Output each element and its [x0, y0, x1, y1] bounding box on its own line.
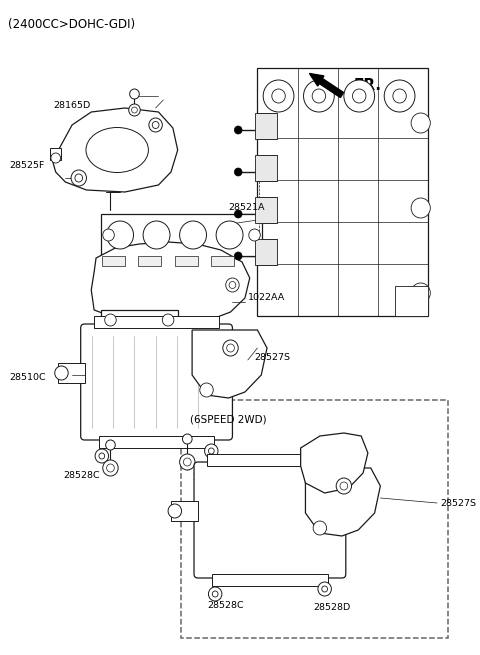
Circle shape [152, 121, 159, 128]
Circle shape [208, 448, 214, 454]
Polygon shape [212, 574, 327, 586]
Circle shape [393, 89, 406, 103]
Text: 28528D: 28528D [313, 603, 350, 612]
Circle shape [106, 440, 115, 450]
Circle shape [71, 170, 86, 186]
Text: 28165D: 28165D [53, 100, 90, 109]
Text: 28528C: 28528C [207, 601, 244, 610]
Polygon shape [300, 433, 368, 493]
Circle shape [226, 278, 239, 292]
Text: 28527S: 28527S [440, 498, 476, 508]
Circle shape [180, 221, 206, 249]
Bar [255, 239, 276, 265]
Circle shape [132, 107, 137, 113]
Text: 28528D: 28528D [192, 474, 229, 483]
Circle shape [168, 504, 181, 518]
Circle shape [312, 89, 325, 103]
Circle shape [105, 314, 116, 326]
Circle shape [340, 482, 348, 490]
Polygon shape [257, 68, 428, 316]
Circle shape [208, 587, 222, 601]
Text: 28510C: 28510C [10, 373, 46, 383]
FancyBboxPatch shape [194, 462, 346, 578]
Circle shape [55, 366, 68, 380]
Text: FR.: FR. [353, 78, 382, 93]
Circle shape [234, 210, 242, 218]
Text: 1022AA: 1022AA [248, 293, 285, 303]
Circle shape [336, 478, 351, 494]
Circle shape [149, 118, 162, 132]
Circle shape [263, 80, 294, 112]
Text: (2400CC>DOHC-GDI): (2400CC>DOHC-GDI) [8, 18, 135, 31]
Polygon shape [91, 242, 250, 322]
Circle shape [344, 80, 374, 112]
Bar [255, 155, 276, 181]
Polygon shape [101, 310, 178, 330]
Bar [395, 286, 428, 316]
Circle shape [227, 344, 234, 352]
Circle shape [130, 89, 139, 99]
Circle shape [411, 283, 430, 303]
Circle shape [183, 458, 191, 466]
Circle shape [223, 340, 238, 356]
Circle shape [318, 582, 331, 596]
Polygon shape [58, 363, 84, 383]
Polygon shape [50, 148, 61, 160]
Text: 28521A: 28521A [228, 204, 265, 212]
Circle shape [212, 591, 218, 597]
Bar [138, 256, 161, 266]
Circle shape [234, 126, 242, 134]
Polygon shape [99, 436, 214, 448]
Circle shape [180, 454, 195, 470]
Circle shape [51, 153, 60, 163]
Bar [180, 400, 448, 638]
Polygon shape [101, 214, 262, 256]
Circle shape [352, 89, 366, 103]
Circle shape [216, 221, 243, 249]
Bar [102, 256, 125, 266]
Text: 28528C: 28528C [63, 470, 100, 479]
Circle shape [162, 314, 174, 326]
Circle shape [411, 198, 430, 218]
Circle shape [234, 252, 242, 260]
Text: (6SPEED 2WD): (6SPEED 2WD) [190, 414, 267, 424]
FancyArrow shape [310, 73, 344, 98]
Polygon shape [207, 454, 332, 466]
Polygon shape [192, 330, 267, 398]
Circle shape [95, 449, 108, 463]
Circle shape [143, 221, 170, 249]
Circle shape [107, 221, 133, 249]
FancyBboxPatch shape [81, 324, 232, 440]
Circle shape [313, 521, 326, 535]
Text: 28525F: 28525F [10, 160, 45, 170]
Circle shape [103, 229, 114, 241]
Polygon shape [305, 468, 380, 536]
Polygon shape [94, 316, 219, 328]
Circle shape [204, 444, 218, 458]
Circle shape [411, 113, 430, 133]
Bar [175, 256, 198, 266]
Circle shape [182, 434, 192, 444]
Text: 28510C: 28510C [221, 504, 258, 512]
Circle shape [99, 453, 105, 459]
Text: 28527S: 28527S [254, 354, 290, 362]
Circle shape [229, 282, 236, 288]
Circle shape [322, 586, 327, 592]
Circle shape [103, 460, 118, 476]
Polygon shape [171, 501, 198, 521]
Bar [211, 256, 234, 266]
Bar [255, 197, 276, 223]
Circle shape [200, 383, 213, 397]
Circle shape [234, 168, 242, 176]
Circle shape [129, 104, 140, 116]
Circle shape [303, 80, 334, 112]
Circle shape [249, 229, 260, 241]
Circle shape [272, 89, 285, 103]
Circle shape [107, 464, 114, 472]
Polygon shape [53, 108, 178, 192]
Circle shape [75, 174, 83, 182]
Circle shape [384, 80, 415, 112]
Bar [255, 113, 276, 139]
